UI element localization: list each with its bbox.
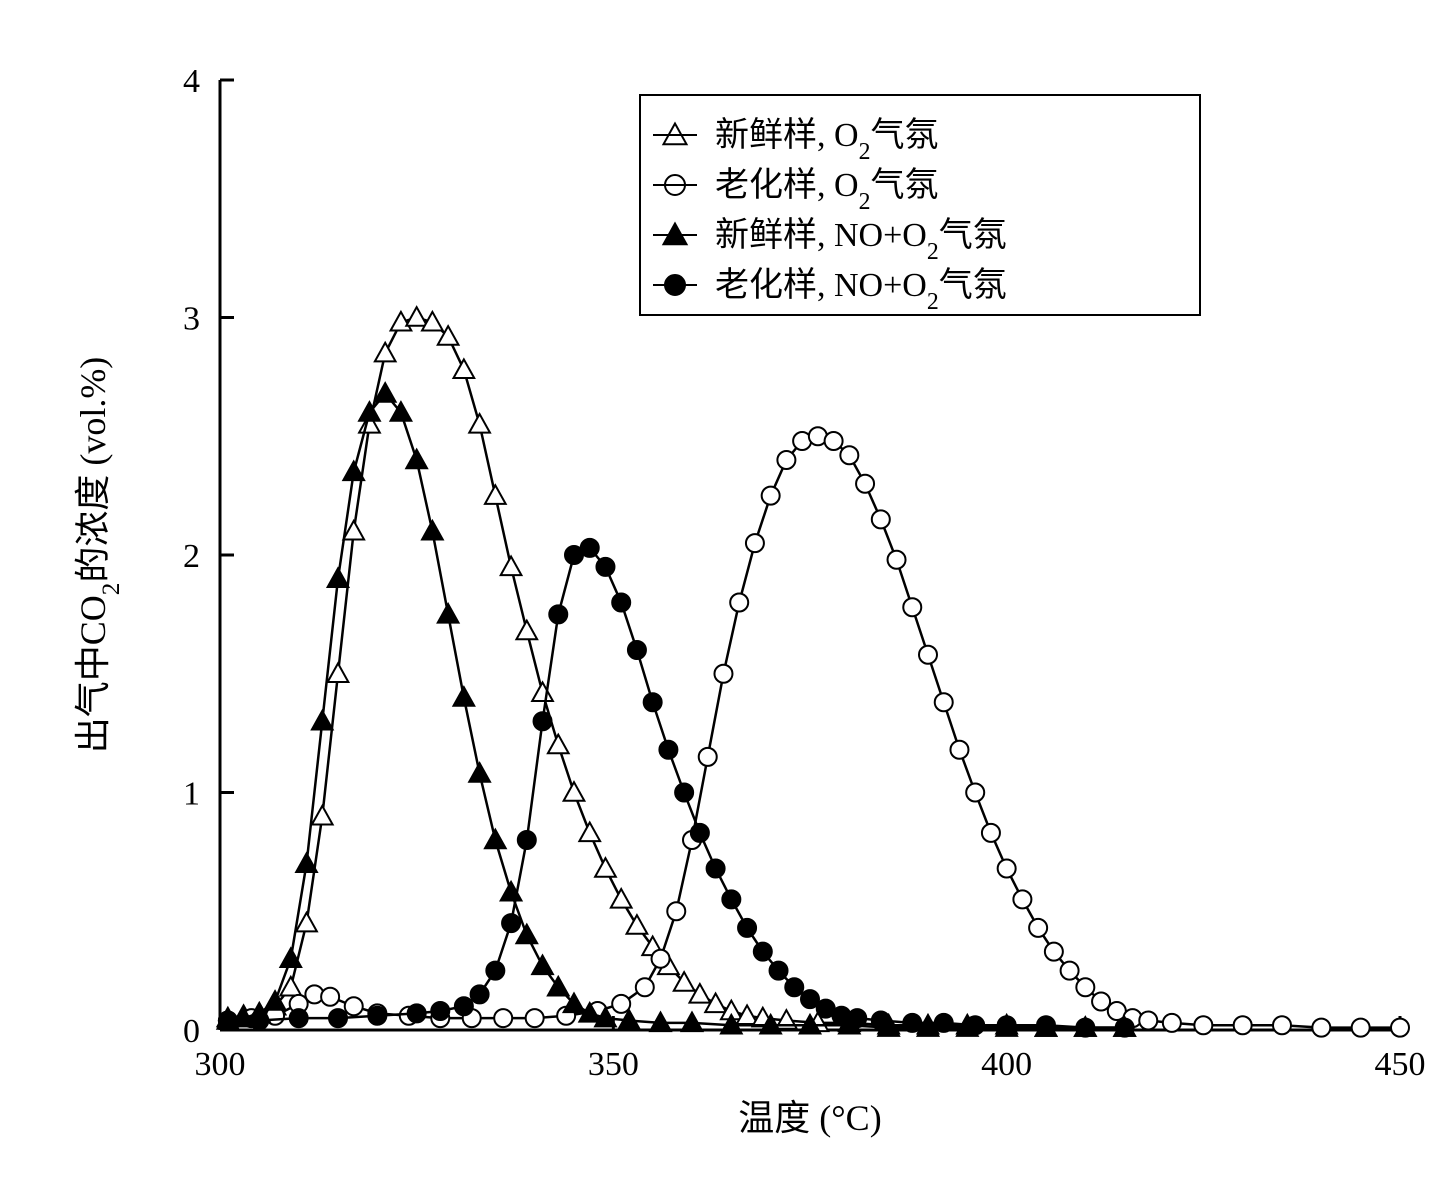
chart-container: 300 350 400 450 0 1 2 3 4 温度 (°C) 出气中CO2的浓度 (vol.%… — [20, 20, 1443, 1178]
svg-text:400: 400 — [981, 1046, 1032, 1083]
legend: 新鲜样, O2气氛老化样, O2气氛新鲜样, NO+O2气氛老化样, NO+O2… — [640, 95, 1200, 315]
x-axis-label: 温度 (°C) — [738, 1098, 881, 1138]
series-fresh-NO-O2 — [218, 383, 1136, 1036]
y-axis-label: 出气中CO2的浓度 (vol.%) — [73, 357, 125, 754]
svg-text:4: 4 — [183, 63, 200, 100]
svg-text:3: 3 — [183, 301, 200, 338]
svg-text:450: 450 — [1375, 1046, 1426, 1083]
series-fresh-O2 — [218, 307, 1136, 1036]
chart-svg: 300 350 400 450 0 1 2 3 4 温度 (°C) 出气中CO2的浓度 (vol.%… — [20, 20, 1443, 1178]
svg-text:2: 2 — [183, 538, 200, 575]
series-aged-O2 — [219, 427, 1409, 1036]
svg-text:1: 1 — [183, 776, 200, 813]
svg-text:300: 300 — [195, 1046, 246, 1083]
svg-text:350: 350 — [588, 1046, 639, 1083]
svg-text:0: 0 — [183, 1013, 200, 1050]
series-aged-NO-O2 — [219, 539, 1134, 1037]
